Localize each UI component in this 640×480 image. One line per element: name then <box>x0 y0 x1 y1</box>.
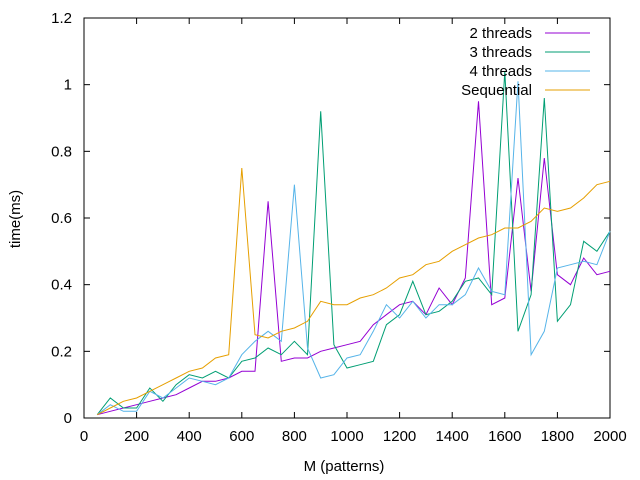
y-axis-ticks: 0 0.2 0.4 0.6 0.8 1 1.2 <box>51 10 610 427</box>
y-axis-title: time(ms) <box>7 190 24 248</box>
legend-label: 2 threads <box>469 25 532 42</box>
series-line-2-threads <box>97 101 611 416</box>
x-tick-label: 600 <box>229 428 254 445</box>
series-line-sequential <box>96 167 611 416</box>
legend-label: 4 threads <box>469 63 532 80</box>
series-line-4-threads <box>96 81 611 416</box>
y-tick-label: 0.8 <box>51 143 72 160</box>
x-tick-label: 1600 <box>488 428 521 445</box>
x-tick-label: 0 <box>80 428 88 445</box>
legend-label: Sequential <box>461 82 532 99</box>
x-axis-title: M (patterns) <box>304 458 385 475</box>
x-tick-label: 800 <box>282 428 307 445</box>
y-tick-label: 0 <box>64 410 72 427</box>
x-tick-label: 1200 <box>383 428 416 445</box>
series-line-3-threads <box>96 71 611 416</box>
x-tick-label: 200 <box>124 428 149 445</box>
legend-label: 3 threads <box>469 44 532 61</box>
y-tick-label: 1.2 <box>51 10 72 27</box>
x-tick-label: 1800 <box>541 428 574 445</box>
x-tick-label: 1400 <box>436 428 469 445</box>
y-tick-label: 0.4 <box>51 277 72 294</box>
y-tick-label: 0.2 <box>51 343 72 360</box>
series-layer <box>96 71 611 416</box>
x-tick-label: 2000 <box>593 428 626 445</box>
x-axis-ticks: 0 200 400 600 800 1000 1200 1400 1600 1800 2000 <box>80 18 627 445</box>
legend: 2 threads 3 threads 4 threads Sequential <box>461 25 590 99</box>
y-tick-label: 0.6 <box>51 210 72 227</box>
x-tick-label: 400 <box>177 428 202 445</box>
y-tick-label: 1 <box>64 77 72 94</box>
x-tick-label: 1000 <box>330 428 363 445</box>
